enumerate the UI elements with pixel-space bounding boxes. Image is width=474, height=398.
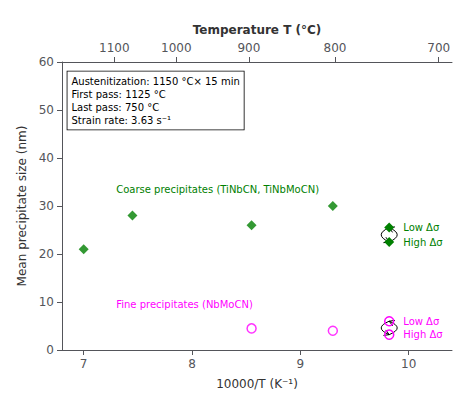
- svg-text:Coarse precipitates (TiNbCN, T: Coarse precipitates (TiNbCN, TiNbMoCN): [116, 184, 319, 195]
- svg-text:8: 8: [188, 357, 196, 371]
- svg-text:20: 20: [39, 247, 54, 261]
- svg-text:40: 40: [39, 151, 54, 165]
- svg-text:30: 30: [39, 199, 54, 213]
- svg-text:First pass: 1125 °C: First pass: 1125 °C: [71, 89, 165, 100]
- svg-text:High Δσ: High Δσ: [403, 329, 443, 340]
- svg-text:60: 60: [39, 55, 54, 69]
- svg-text:Last pass: 750 °C: Last pass: 750 °C: [71, 102, 159, 113]
- svg-text:Low Δσ: Low Δσ: [403, 316, 440, 327]
- svg-text:10000/T (K⁻¹): 10000/T (K⁻¹): [216, 377, 298, 391]
- svg-text:Temperature T (°C): Temperature T (°C): [193, 23, 322, 37]
- svg-text:Fine precipitates (NbMoCN): Fine precipitates (NbMoCN): [116, 299, 253, 310]
- svg-text:10: 10: [39, 295, 54, 309]
- svg-text:800: 800: [324, 41, 347, 55]
- svg-text:Low Δσ: Low Δσ: [403, 222, 440, 233]
- svg-text:High Δσ: High Δσ: [403, 237, 443, 248]
- svg-text:Mean precipitate size (nm): Mean precipitate size (nm): [15, 126, 29, 287]
- svg-text:Austenitization: 1150 °C× 15 m: Austenitization: 1150 °C× 15 min: [71, 76, 239, 87]
- svg-text:1000: 1000: [161, 41, 192, 55]
- svg-text:50: 50: [39, 103, 54, 117]
- svg-text:0: 0: [46, 343, 54, 357]
- svg-text:Strain rate: 3.63 s⁻¹: Strain rate: 3.63 s⁻¹: [71, 115, 171, 126]
- svg-text:1100: 1100: [99, 41, 130, 55]
- svg-text:10: 10: [401, 357, 416, 371]
- svg-text:9: 9: [297, 357, 305, 371]
- svg-text:900: 900: [237, 41, 260, 55]
- svg-text:700: 700: [427, 41, 450, 55]
- svg-text:7: 7: [80, 357, 88, 371]
